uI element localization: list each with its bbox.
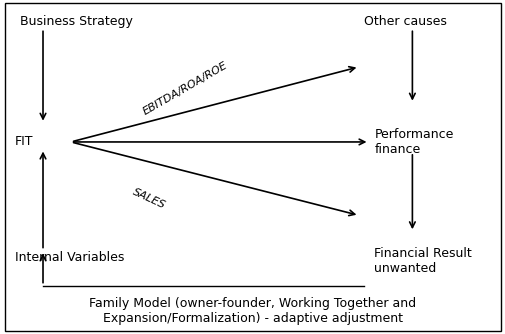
Text: Family Model (owner-founder, Working Together and
Expansion/Formalization) - ada: Family Model (owner-founder, Working Tog… <box>89 297 416 325</box>
Text: Other causes: Other causes <box>364 15 446 28</box>
Text: Performance
finance: Performance finance <box>374 128 453 156</box>
Text: Internal Variables: Internal Variables <box>15 251 124 264</box>
Text: FIT: FIT <box>15 136 34 148</box>
Text: Business Strategy: Business Strategy <box>20 15 133 28</box>
Text: EBITDA/ROA/ROE: EBITDA/ROA/ROE <box>141 60 229 117</box>
Text: Financial Result
unwanted: Financial Result unwanted <box>374 246 471 275</box>
Text: SALES: SALES <box>131 187 167 211</box>
